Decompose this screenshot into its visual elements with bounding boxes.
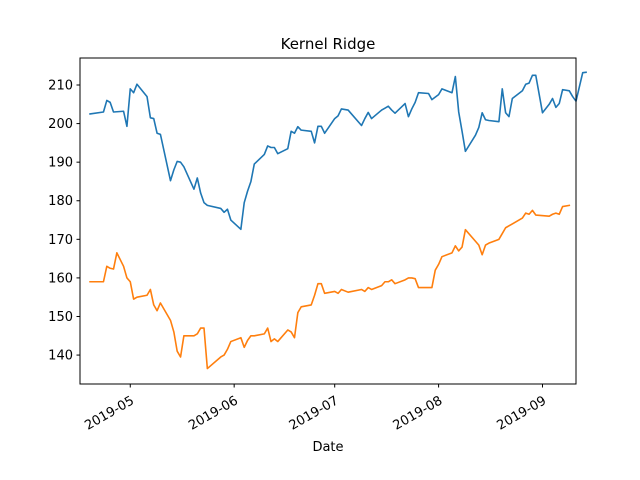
axes-frame	[79, 57, 577, 385]
y-axis: 140 150 160 170 180 190 200 210	[48, 79, 80, 364]
plot-series-group	[89, 71, 587, 370]
y-tick-label: 140	[48, 349, 73, 364]
chart-title: Kernel Ridge	[281, 35, 376, 53]
y-tick-label: 210	[48, 79, 73, 94]
y-tick-label: 170	[48, 233, 73, 248]
x-axis-label: Date	[312, 440, 343, 455]
series-line-2	[89, 204, 571, 370]
y-tick-label: 160	[48, 271, 73, 286]
series-line-1	[89, 71, 587, 231]
y-tick-label: 180	[48, 194, 73, 209]
y-tick-label: 190	[48, 156, 73, 171]
y-tick-label: 200	[48, 117, 73, 132]
y-tick-label: 150	[48, 310, 73, 325]
